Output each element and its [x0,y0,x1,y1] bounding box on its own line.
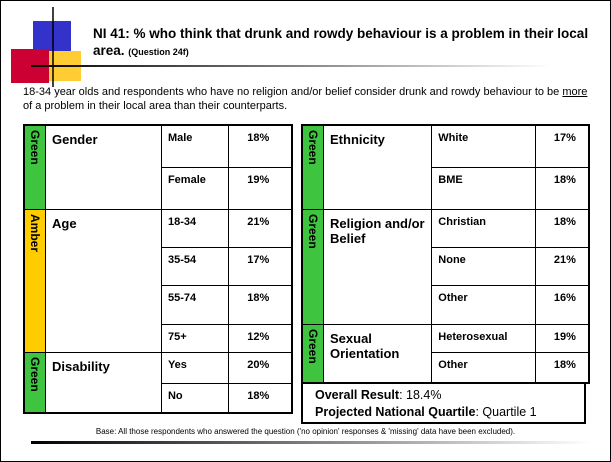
percent: 18% [534,351,590,384]
row: Green Disability Yes 20% [23,351,293,414]
overall-result: Overall Result: 18.4% [315,387,584,404]
summary: 18-34 year olds and respondents who have… [23,85,593,113]
subgroup: BME [431,166,536,210]
group-label: Gender [45,124,162,210]
rating-cell: Amber [23,208,46,353]
footer: Base: All those respondents who answered… [95,427,516,436]
subgroup: No [160,382,230,414]
subgroup: None [431,246,536,286]
subgroup: Heterosexual [431,323,536,353]
percent: 12% [228,323,293,353]
rating: Green [28,130,42,165]
percent: 18% [228,124,293,168]
row: Green Sexual Orientation Heterosexual 19% [301,323,590,384]
subgroup: 55-74 [160,284,230,325]
percent: 19% [228,166,293,210]
subgroup: White [431,124,536,168]
quartile: Projected National Quartile: Quartile 1 [315,404,584,421]
subgroup: Other [431,351,536,384]
percent: 21% [534,246,590,286]
rating: Green [306,213,320,249]
row: Other 16% [302,284,590,325]
rating-cell: Green [301,323,324,384]
rating: Amber [28,213,42,252]
row: BME 18% [302,166,590,210]
row: Green Gender Male 18% [23,124,293,210]
title: NI 41: % who think that drunk and rowdy … [93,25,593,61]
left-table: Green Gender Male 18% Female 19% Amber Age 18-34… [23,124,293,414]
group-label: Ethnicity [322,124,433,210]
quartile-value: : Quartile 1 [475,405,537,419]
subgroup: Yes [160,351,230,384]
percent: 19% [534,323,590,353]
rating-cell: Green [23,351,46,414]
footer-rule [31,441,591,444]
percent: 18% [228,284,293,325]
subgroup: 18-34 [160,208,230,248]
overall-box: Overall Result: 18.4% Projected National… [301,382,586,424]
row: 35-54 17% [24,246,293,286]
quartile-label: Projected National Quartile [315,405,476,419]
percent: 18% [534,166,590,210]
percent: 18% [534,208,590,248]
subgroup: Male [160,124,230,168]
rating: Green [28,356,42,392]
row: Green Ethnicity White 17% [301,124,590,210]
row: No 18% [24,382,293,414]
subgroup: Christian [431,208,536,248]
percent: 18% [228,382,293,414]
summary-emphasis: more [562,86,588,98]
percent: 17% [228,246,293,286]
row: Other 18% [302,351,590,384]
rating-cell: Green [301,124,324,210]
summary-text: of a problem in their local area than th… [23,100,288,112]
rating-cell: Green [23,124,46,210]
overall-label: Overall Result [315,388,400,402]
subgroup: Female [160,166,230,210]
summary-text: 18-34 year olds and respondents who have… [23,86,563,98]
rating: Green [306,328,320,364]
row: None 21% [302,246,590,286]
row: 75+ 12% [24,323,293,353]
right-table: Green Ethnicity White 17% BME 18% Green Religio… [301,124,590,384]
group-label: Sexual Orientation [322,323,433,384]
percent: 17% [534,124,590,168]
rating-cell: Green [301,208,324,325]
row: Amber Age 18-34 21% [23,208,293,353]
title-text: NI 41: % who think that drunk and rowdy … [93,26,589,58]
group-label: Age [45,208,162,353]
rating: Green [306,130,320,165]
subgroup: Other [431,284,536,325]
title-rule [31,65,551,67]
row: Green Religion and/or Belief Christian 18% [301,208,590,325]
percent: 21% [228,208,293,248]
group-label: Religion and/or Belief [322,208,433,325]
percent: 20% [228,351,293,384]
row: Female 19% [24,166,293,210]
percent: 16% [534,284,590,325]
subgroup: 75+ [160,323,230,353]
overall-value: : 18.4% [399,388,442,402]
group-label: Disability [45,351,162,414]
question: (Question 24f) [128,47,189,57]
subgroup: 35-54 [160,246,230,286]
